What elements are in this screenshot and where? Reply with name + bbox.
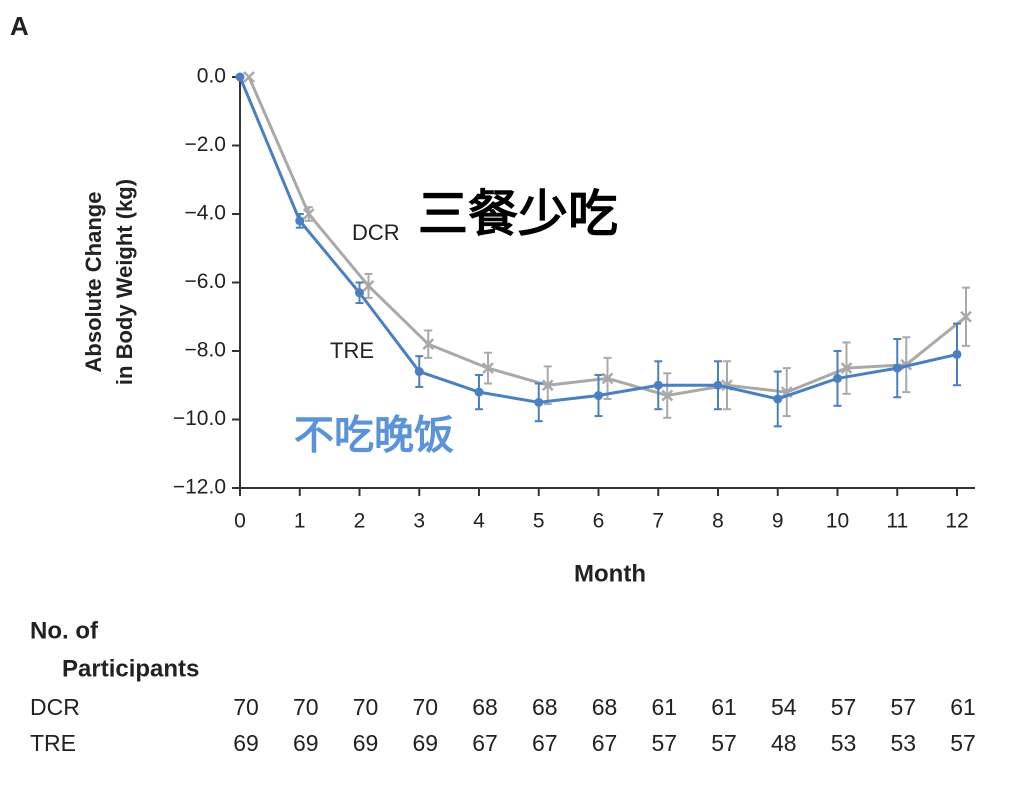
x-tick-label: 9: [772, 510, 784, 533]
point: [653, 380, 663, 390]
cell: 67: [472, 730, 498, 756]
point: [601, 372, 614, 385]
point: [773, 394, 783, 404]
x-tick-label: 1: [294, 510, 306, 533]
point-stroke: [601, 372, 614, 385]
cell: 68: [472, 694, 498, 720]
cell: 70: [293, 694, 319, 720]
point-stroke: [243, 71, 255, 83]
y-tick-label: −4.0: [185, 202, 226, 225]
table-title: Participants: [62, 655, 199, 682]
cell: 61: [711, 694, 737, 720]
point-stroke: [840, 362, 853, 375]
point: [534, 397, 544, 407]
x-tick-label: 2: [354, 510, 366, 533]
x-tick-label: 11: [886, 510, 908, 533]
point-stroke: [482, 362, 494, 375]
point: [422, 338, 435, 351]
point-stroke: [721, 379, 733, 392]
point: [840, 362, 853, 375]
y-tick-label: −10.0: [173, 407, 226, 430]
panel-label: A: [10, 11, 29, 41]
cell: 67: [532, 730, 558, 756]
cell: 69: [293, 730, 319, 756]
x-tick-label: 10: [826, 510, 849, 533]
cell: 69: [353, 730, 379, 756]
point: [713, 380, 723, 390]
x-tick-label: 6: [593, 510, 605, 533]
point: [833, 373, 842, 383]
y-axis-label: Absolute Change: [81, 192, 106, 373]
row-label: TRE: [30, 730, 76, 756]
point: [541, 379, 554, 392]
table-title: No. of: [30, 617, 99, 644]
cell: 61: [651, 694, 677, 720]
cell: 69: [233, 730, 259, 756]
annotation: 三餐少吃: [418, 186, 618, 242]
x-tick-label: 4: [473, 510, 485, 533]
point: [362, 280, 375, 292]
annotation: 不吃晚饭: [294, 414, 454, 458]
cell: 57: [831, 694, 857, 720]
point-stroke: [362, 280, 375, 292]
point: [952, 349, 962, 359]
cell: 68: [532, 694, 558, 720]
y-tick-label: −8.0: [185, 339, 226, 362]
point: [474, 387, 484, 397]
point: [295, 216, 305, 226]
x-tick-label: 7: [652, 510, 664, 533]
cell: 53: [890, 730, 916, 756]
row-label: DCR: [30, 694, 80, 720]
point: [414, 367, 424, 377]
cell: 68: [592, 694, 618, 720]
x-tick-label: 3: [413, 510, 425, 533]
cell: 70: [412, 694, 438, 720]
point: [355, 288, 364, 298]
point-stroke: [302, 208, 315, 220]
point-stroke: [960, 310, 972, 323]
cell: 61: [950, 694, 976, 720]
y-tick-label: 0.0: [197, 65, 226, 88]
point: [892, 363, 902, 373]
cell: 67: [592, 730, 618, 756]
point: [243, 71, 255, 83]
cell: 57: [651, 730, 677, 756]
x-tick-label: 5: [533, 510, 545, 533]
point: [482, 362, 494, 375]
y-tick-label: −2.0: [185, 133, 226, 156]
x-tick-label: 0: [234, 510, 246, 533]
point: [594, 391, 603, 401]
x-tick-label: 12: [945, 510, 968, 533]
cell: 70: [233, 694, 259, 720]
point: [302, 208, 315, 220]
cell: 69: [412, 730, 438, 756]
cell: 48: [771, 730, 797, 756]
legend-label: TRE: [330, 338, 374, 363]
legend-label: DCR: [352, 220, 400, 245]
x-tick-label: 8: [712, 510, 724, 533]
point-stroke: [422, 338, 435, 351]
y-axis-label: in Body Weight (kg): [112, 179, 137, 385]
cell: 53: [831, 730, 857, 756]
y-tick-label: −12.0: [173, 476, 226, 499]
cell: 57: [890, 694, 916, 720]
point-stroke: [661, 389, 674, 402]
cell: 54: [771, 694, 797, 720]
y-tick-label: −6.0: [185, 270, 226, 293]
point: [661, 389, 674, 402]
point: [235, 72, 245, 82]
cell: 70: [353, 694, 379, 720]
cell: 57: [711, 730, 737, 756]
cell: 57: [950, 730, 976, 756]
point-stroke: [541, 379, 554, 392]
point: [960, 310, 972, 323]
x-axis-label: Month: [574, 560, 646, 587]
